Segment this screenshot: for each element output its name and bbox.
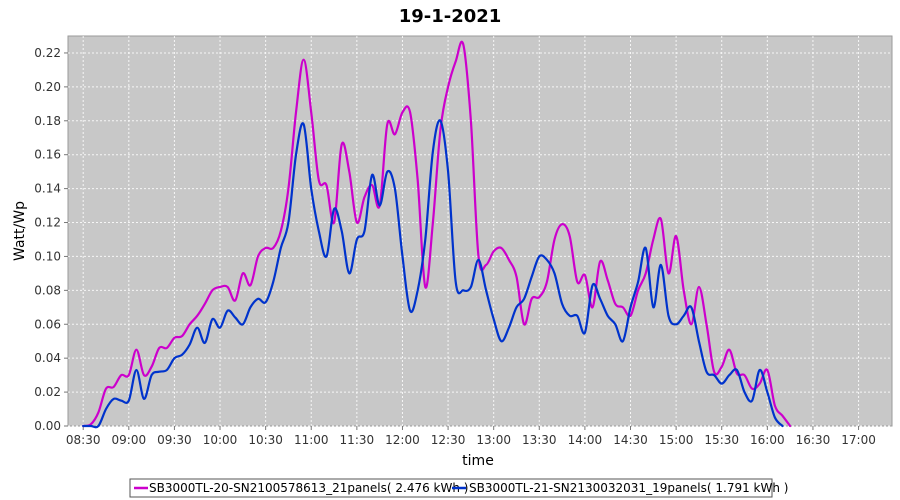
x-tick-label: 10:00 [203, 433, 238, 447]
x-tick-label: 12:00 [385, 433, 420, 447]
legend-label-series-1: SB3000TL-20-SN2100578613_21panels( 2.476… [149, 481, 468, 495]
y-tick-label: 0.18 [34, 114, 61, 128]
x-ticks: 08:30 09:00 09:30 10:00 10:30 11:00 11:30 12:00… [66, 426, 876, 447]
y-ticks: 0.00 0.02 0.04 0.06 0.08 0.10 0.12 0.14 0.16 0.18… [34, 46, 68, 433]
x-tick-label: 11:30 [340, 433, 375, 447]
y-tick-label: 0.08 [34, 283, 61, 297]
x-tick-label: 11:00 [294, 433, 329, 447]
series-line-1 [82, 40, 792, 428]
x-tick-label: 14:00 [568, 433, 603, 447]
x-tick-label: 14:30 [613, 433, 648, 447]
x-axis-label: time [462, 453, 494, 469]
x-tick-label: 09:30 [157, 433, 192, 447]
y-tick-label: 0.00 [34, 419, 61, 433]
y-tick-label: 0.22 [34, 46, 61, 60]
legend: SB3000TL-20-SN2100578613_21panels( 2.476… [129, 478, 788, 498]
y-tick-label: 0.04 [34, 351, 61, 365]
y-tick-label: 0.10 [34, 249, 61, 263]
grid-layer [68, 36, 892, 427]
x-tick-label: 13:30 [522, 433, 557, 447]
plot-area [67, 35, 893, 427]
chart-title: 19-1-2021 [399, 6, 502, 27]
legend-box [129, 478, 773, 498]
y-tick-label: 0.20 [34, 80, 61, 94]
y-tick-label: 0.14 [34, 182, 61, 196]
series-layer [82, 40, 792, 429]
y-tick-label: 0.06 [34, 317, 61, 331]
x-tick-label: 13:00 [476, 433, 511, 447]
series-line-2 [82, 119, 784, 429]
x-tick-label: 16:30 [796, 433, 831, 447]
legend-label-series-2: SB3000TL-21-SN2130032031_19panels( 1.791… [469, 481, 788, 495]
x-tick-label: 09:00 [112, 433, 147, 447]
x-tick-label: 10:30 [248, 433, 283, 447]
x-tick-label: 15:00 [659, 433, 694, 447]
y-axis-label: Watt/Wp [12, 201, 28, 261]
y-tick-label: 0.12 [34, 216, 61, 230]
y-tick-label: 0.02 [34, 385, 61, 399]
x-tick-label: 16:00 [750, 433, 785, 447]
x-tick-label: 17:00 [841, 433, 876, 447]
x-tick-label: 12:30 [431, 433, 466, 447]
x-tick-label: 08:30 [66, 433, 101, 447]
y-tick-label: 0.16 [34, 148, 61, 162]
x-tick-label: 15:30 [704, 433, 739, 447]
